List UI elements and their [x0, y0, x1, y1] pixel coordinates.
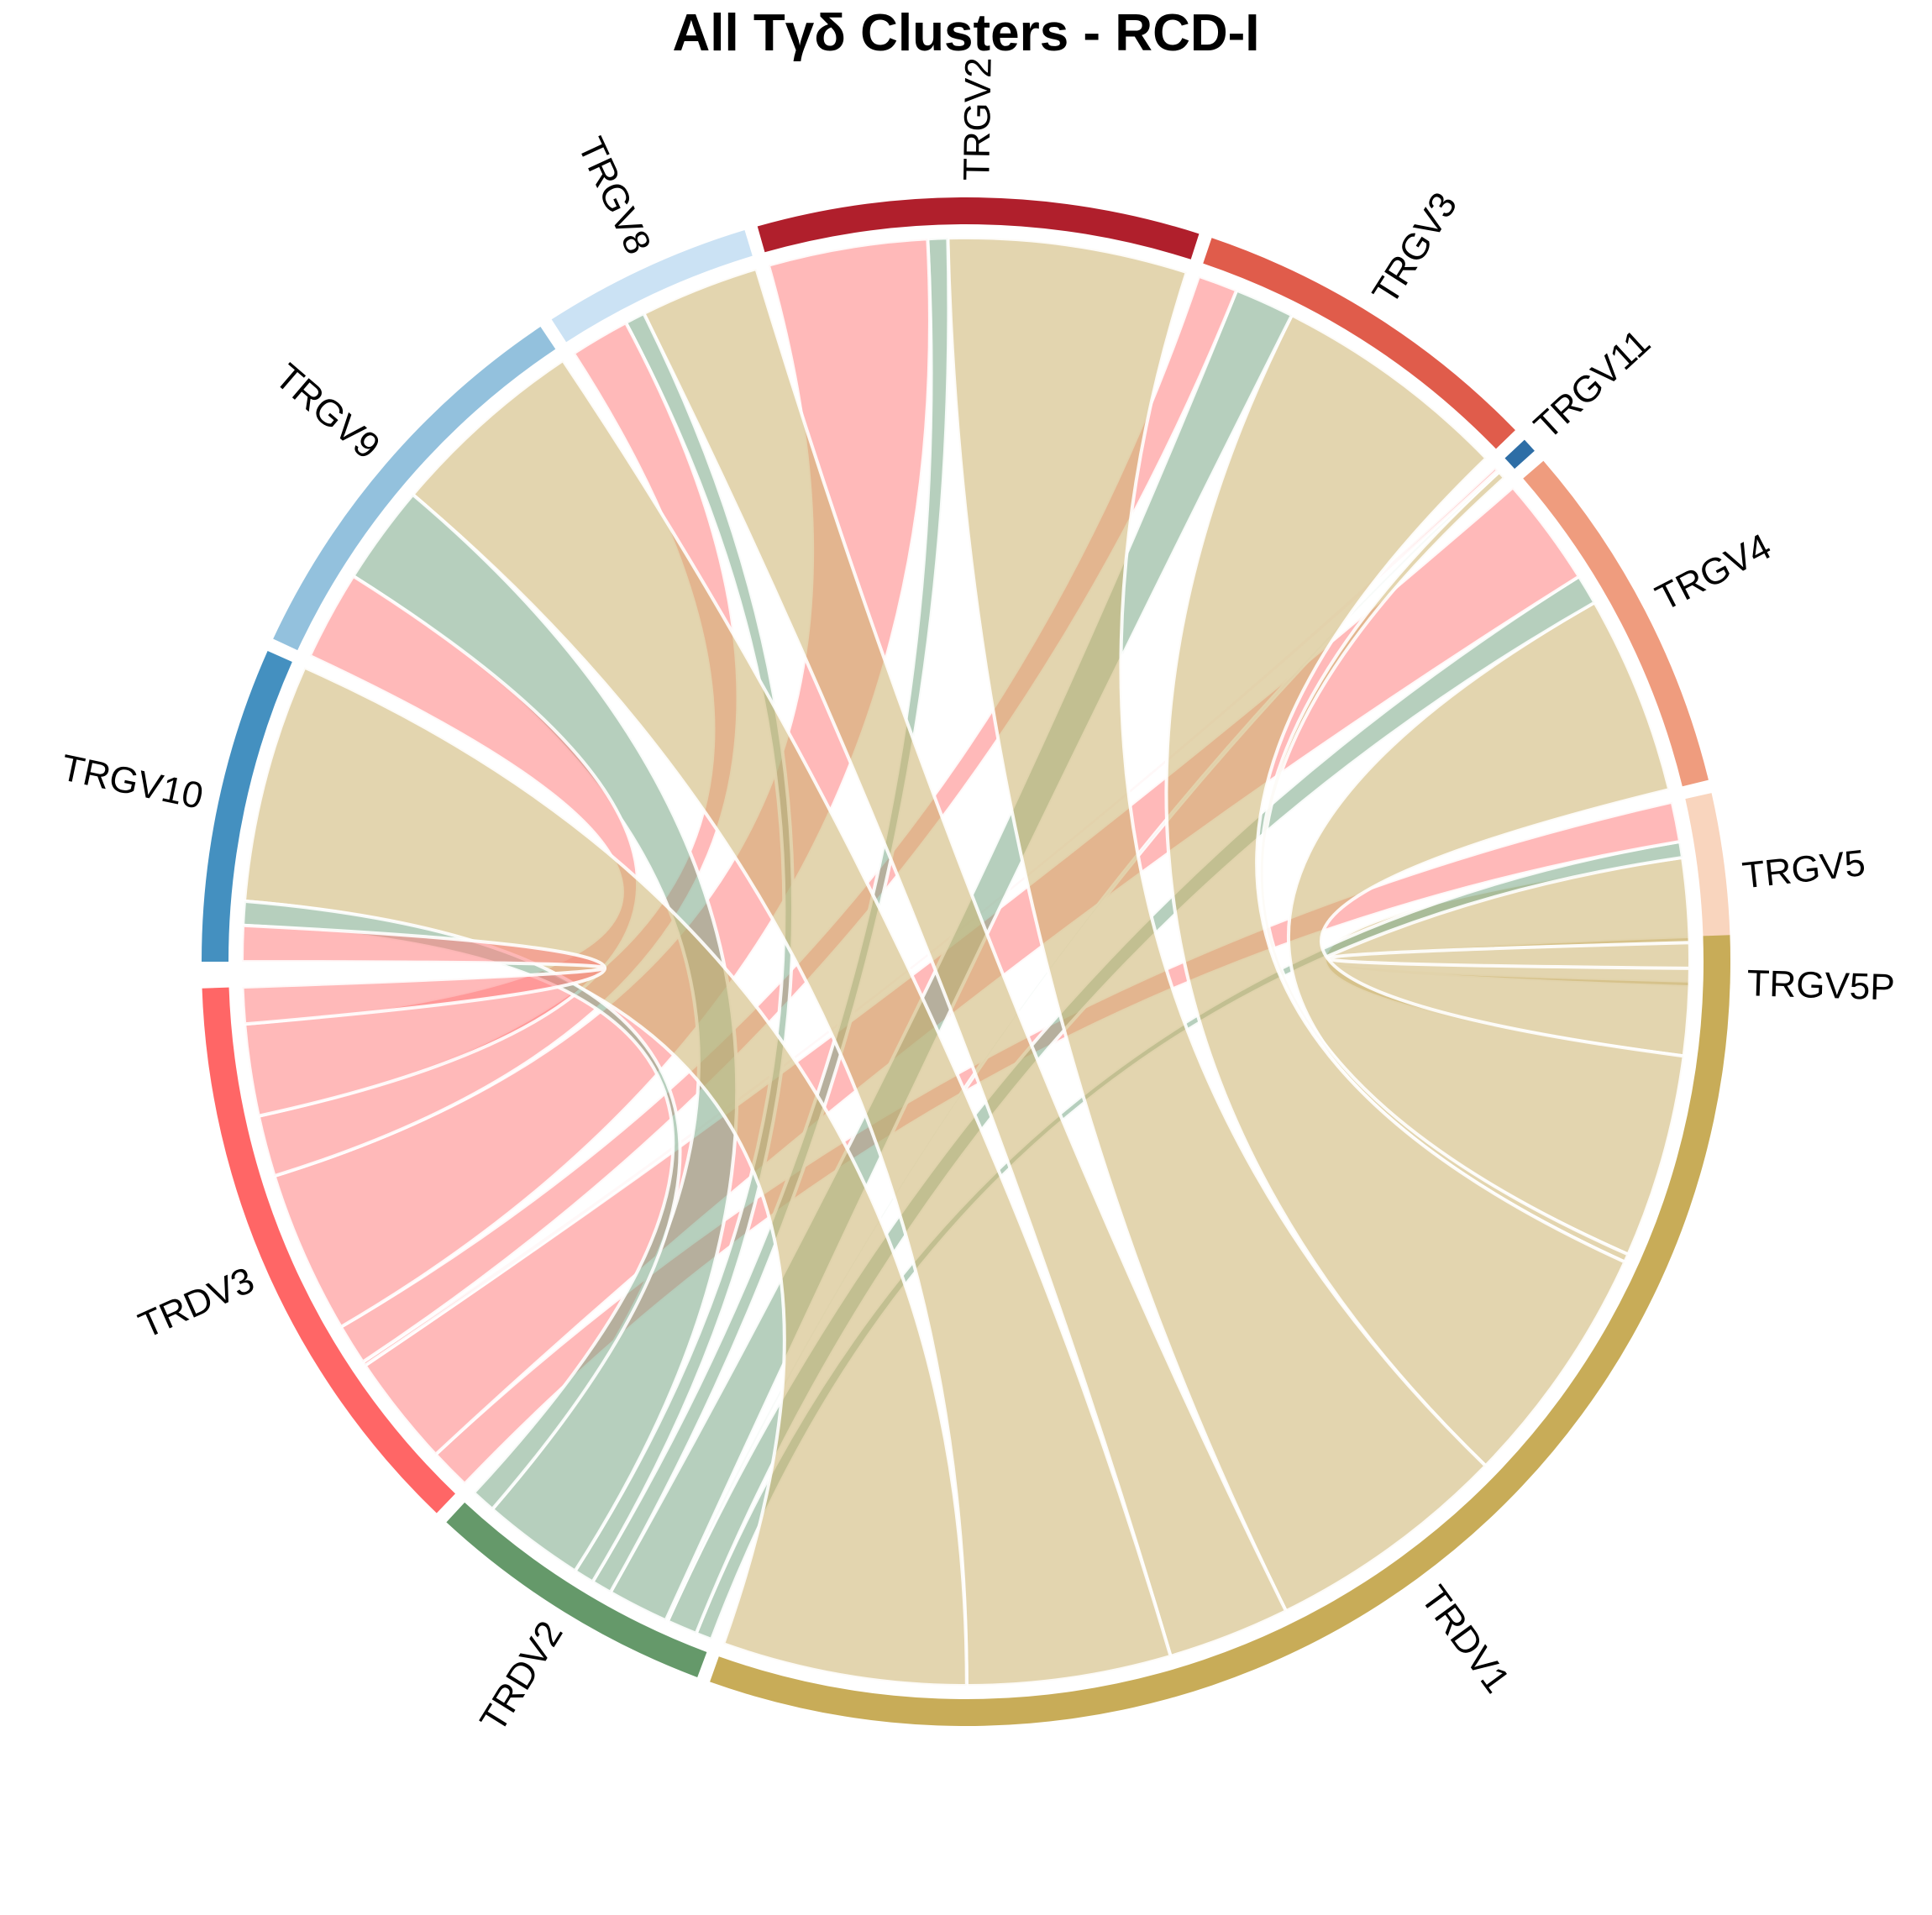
- sector-label-trdv3: TRDV3: [133, 1260, 260, 1347]
- sector-label-trgv10: TRGV10: [57, 747, 207, 817]
- sector-label-trgv11: TRGV11: [1526, 322, 1658, 448]
- chart-title: All Tγδ Clusters - RCD-I: [672, 4, 1260, 62]
- sector-label-trgv9: TRGV9: [267, 356, 387, 468]
- sector-track-trgv10: [202, 651, 292, 962]
- tracks-layer: [202, 197, 1731, 1727]
- sector-track-trdv1: [710, 935, 1731, 1727]
- link-trgv10-trdv2: [240, 899, 682, 1512]
- sector-label-trdv2: TRDV2: [472, 1614, 570, 1739]
- sector-track-trgv8: [551, 229, 753, 343]
- sector-label-trgv5: TRGV5: [1740, 842, 1867, 896]
- sector-track-trgv2: [757, 197, 1200, 260]
- sector-label-trgv8: TRGV8: [570, 131, 659, 260]
- sector-track-trgv4: [1523, 460, 1709, 787]
- sector-track-trgv11: [1504, 439, 1535, 470]
- sector-track-trdv2: [446, 1502, 707, 1677]
- sector-track-trgv9: [273, 327, 556, 651]
- sector-label-trgv2: TRGV2: [956, 57, 999, 181]
- links-layer: [239, 236, 1692, 1688]
- sector-track-trgv5: [1685, 793, 1730, 969]
- sector-label-trgv5p: TRGV5P: [1746, 963, 1895, 1008]
- sector-track-trdv3: [202, 987, 455, 1514]
- sector-track-trgv3: [1203, 238, 1515, 449]
- link-trgv10-trdv3: [239, 923, 606, 1026]
- sector-label-trdv1: TRDV1: [1413, 1578, 1518, 1700]
- sector-label-trgv4: TRGV4: [1649, 526, 1777, 619]
- sector-label-trgv3: TRGV3: [1364, 186, 1465, 312]
